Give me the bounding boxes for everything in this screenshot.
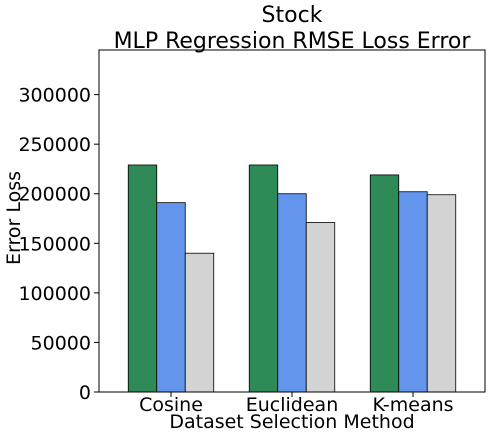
y-axis-label: Error Loss: [3, 171, 25, 265]
x-tick-label: Euclidean: [246, 394, 339, 416]
y-tick-label: 200000: [18, 184, 91, 206]
bar-cosine-s2: [156, 202, 186, 393]
bar-euclidean-s1: [248, 164, 279, 393]
y-tick-label: 250000: [18, 134, 91, 156]
bar-k-means-s3: [426, 194, 457, 393]
chart-title: Stock: [262, 3, 323, 28]
y-tick-label: 100000: [18, 283, 91, 305]
x-tick-label: Cosine: [139, 394, 203, 416]
bar-euclidean-s2: [277, 193, 307, 393]
bar-cosine-s1: [127, 164, 158, 393]
y-tick-label: 150000: [18, 233, 91, 255]
bar-k-means-s1: [369, 174, 400, 393]
x-axis-label: Dataset Selection Method: [169, 411, 414, 433]
bar-euclidean-s3: [305, 222, 336, 393]
y-tick-label: 300000: [18, 85, 91, 107]
y-tick-label: 0: [79, 382, 91, 404]
bar-cosine-s3: [184, 252, 215, 393]
bar-k-means-s2: [398, 191, 428, 393]
x-tick-label: K-means: [372, 394, 453, 416]
y-tick-label: 50000: [31, 332, 91, 354]
plot-area: 0 50000 100000 150000 200000 250000 300000 Cosi…: [18, 49, 486, 416]
